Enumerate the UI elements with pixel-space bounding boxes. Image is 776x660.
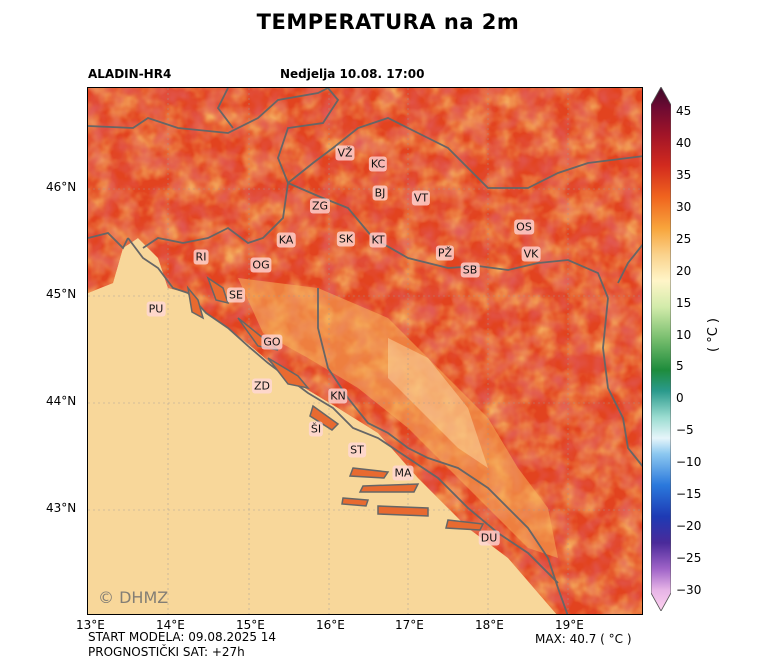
colorbar-unit: ( °C ) [706, 318, 721, 352]
x-tick-label: 14°E [156, 618, 185, 632]
colorbar-tick: 0 [676, 391, 684, 405]
city-label: OS [514, 219, 534, 235]
city-label: PU [146, 301, 166, 317]
city-label: VŽ [335, 145, 355, 161]
colorbar-tick: −15 [676, 487, 702, 501]
city-label: GO [261, 334, 283, 350]
y-tick-label: 44°N [46, 394, 77, 408]
x-tick-label: 19°E [555, 618, 584, 632]
city-label: ŠI [308, 421, 324, 437]
colorbar-tick: −10 [676, 455, 702, 469]
colorbar-tick: −5 [676, 423, 694, 437]
colorbar-tick: 20 [676, 264, 692, 278]
city-label: KN [328, 388, 348, 404]
city-label: OG [250, 257, 272, 273]
temperature-map [87, 87, 643, 615]
city-label: MA [392, 465, 414, 481]
colorbar-tick: 15 [676, 296, 692, 310]
colorbar-tick: 30 [676, 200, 692, 214]
colorbar-tick: 35 [676, 168, 692, 182]
city-label: ST [348, 442, 366, 458]
colorbar-tick: 5 [676, 359, 684, 373]
city-label: KA [276, 232, 296, 248]
city-label: ZG [309, 198, 331, 214]
colorbar-tick: 10 [676, 328, 692, 342]
city-label: SE [227, 287, 245, 303]
city-label: PŽ [435, 245, 455, 261]
city-label: SB [460, 262, 480, 278]
valid-time-label: Nedjelja 10.08. 17:00 [280, 67, 425, 81]
x-tick-label: 13°E [76, 618, 105, 632]
colorbar-tick: 40 [676, 136, 692, 150]
city-label: ZD [251, 378, 273, 394]
model-label: ALADIN-HR4 [88, 67, 172, 81]
x-tick-label: 18°E [475, 618, 504, 632]
city-label: KC [368, 156, 388, 172]
city-label: KT [369, 232, 387, 248]
model-start-label: START MODELA: 09.08.2025 14 [88, 630, 277, 644]
city-label: SK [336, 231, 356, 247]
map-title: TEMPERATURA na 2m [256, 10, 520, 34]
colorbar-tick: 25 [676, 232, 692, 246]
colorbar-tick: −25 [676, 551, 702, 565]
colorbar-tick: 45 [676, 104, 692, 118]
y-tick-label: 46°N [46, 180, 77, 194]
dhmz-watermark: © DHMZ [98, 588, 169, 607]
city-label: VK [521, 246, 541, 262]
colorbar [651, 87, 671, 611]
x-tick-label: 15°E [236, 618, 265, 632]
y-tick-label: 43°N [46, 501, 77, 515]
x-tick-label: 16°E [316, 618, 345, 632]
city-label: BJ [372, 185, 388, 201]
colorbar-tick: −30 [676, 583, 702, 597]
colorbar-tick: −20 [676, 519, 702, 533]
x-tick-label: 17°E [395, 618, 424, 632]
max-temperature-label: MAX: 40.7 ( °C ) [535, 632, 632, 646]
city-label: DU [478, 530, 500, 546]
y-tick-label: 45°N [46, 287, 77, 301]
forecast-hour-label: PROGNOSTIČKI SAT: +27h [88, 645, 245, 659]
city-label: RI [193, 249, 209, 265]
city-label: VT [411, 190, 431, 206]
